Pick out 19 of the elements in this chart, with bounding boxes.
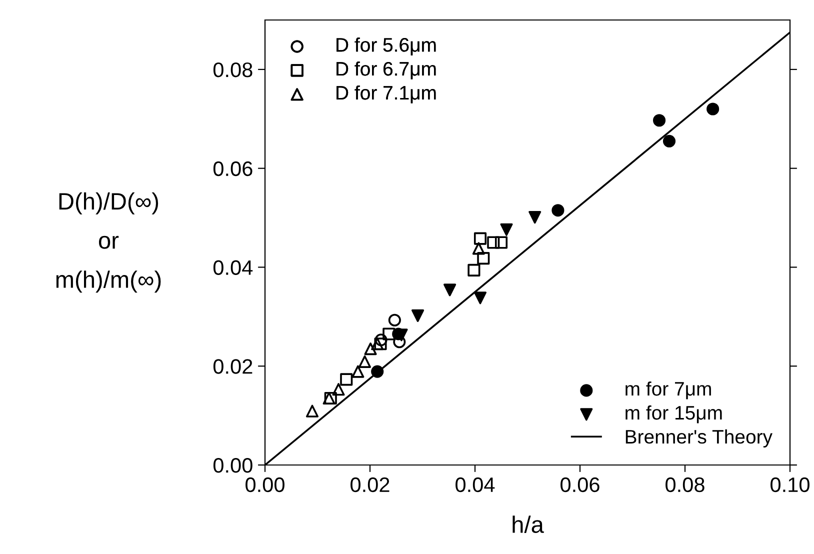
legend-label: Brenner's Theory xyxy=(626,429,772,448)
x-axis-title: h/a xyxy=(512,516,544,534)
y-tick-label: 0.04 xyxy=(213,260,253,275)
y-tick-label: 0.00 xyxy=(213,458,252,473)
legend-label: D for 6.7μm xyxy=(336,61,436,80)
y-tick-label: 0.08 xyxy=(213,62,252,78)
y-axis-title: D(h)/D(∞) or m(h)/m(∞) xyxy=(56,192,161,293)
legend-label: D for 7.1μm xyxy=(336,85,436,104)
x-tick-label: 0.08 xyxy=(666,477,704,492)
y-tick-label: 0.06 xyxy=(213,161,252,176)
legend-label: m for 7μm xyxy=(626,381,711,400)
x-tick-label: 0.00 xyxy=(246,477,284,492)
legend-label: D for 5.6μm xyxy=(336,38,436,56)
x-tick-label: 0.10 xyxy=(770,477,810,492)
x-tick-label: 0.04 xyxy=(456,477,495,492)
y-tick-label: 0.02 xyxy=(213,359,252,374)
x-tick-label: 0.06 xyxy=(560,477,600,492)
legend-label: m for 15μm xyxy=(626,405,722,424)
x-tick-label: 0.02 xyxy=(350,477,390,492)
